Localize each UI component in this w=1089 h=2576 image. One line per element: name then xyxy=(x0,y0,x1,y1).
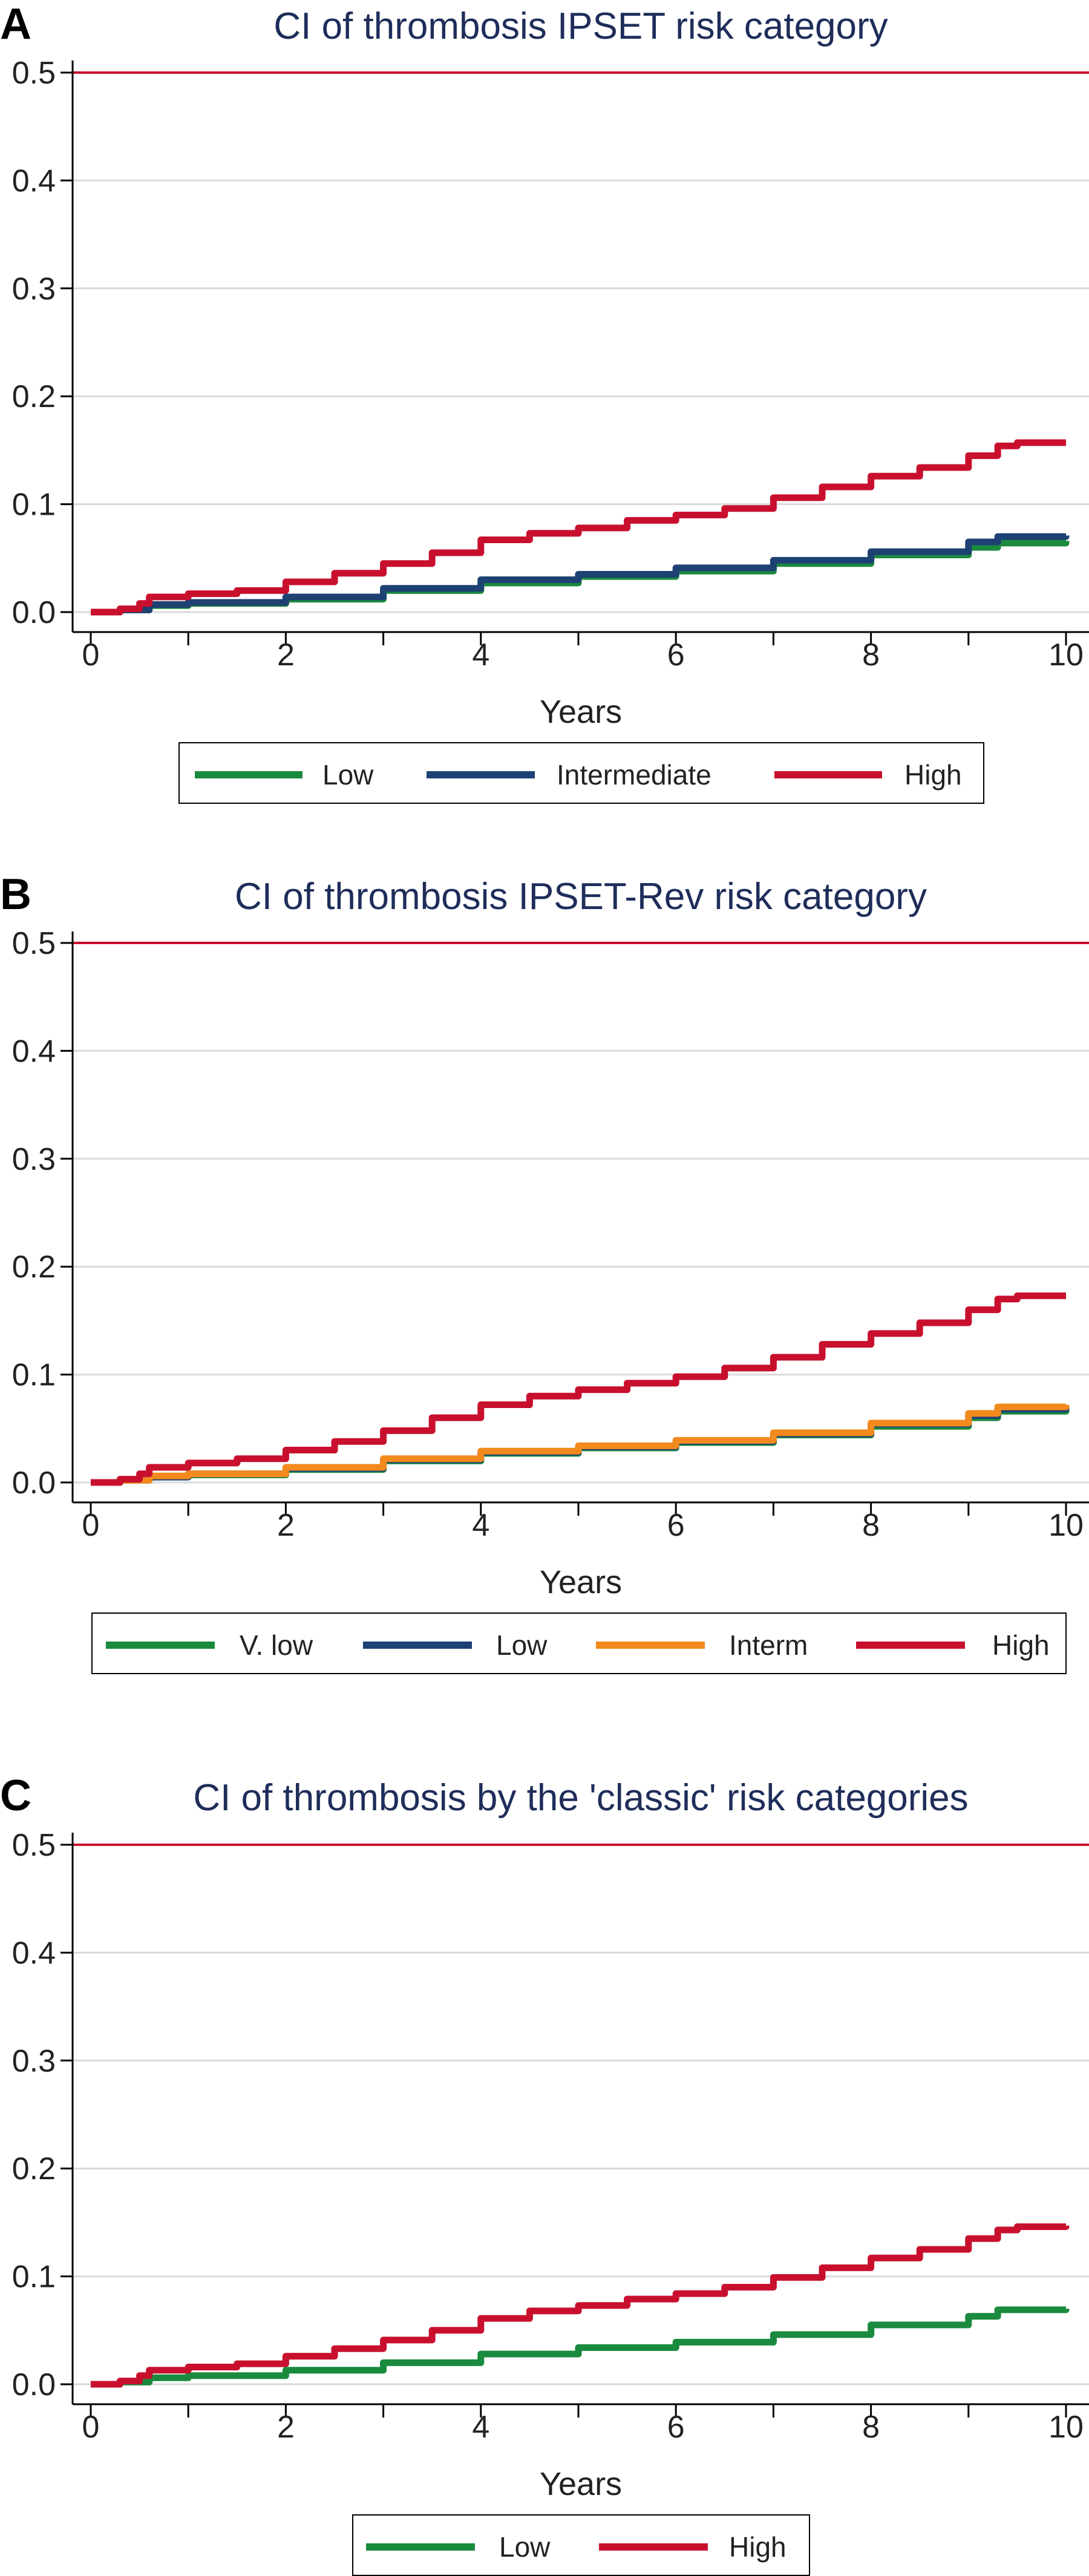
chart-title-a: CI of thrombosis IPSET risk category xyxy=(273,5,888,47)
y-tick-label: 0.3 xyxy=(12,2044,56,2079)
legend-label-b-interm: Interm xyxy=(729,1629,808,1661)
panel-a: A CI of thrombosis IPSET risk category 0… xyxy=(0,0,1089,804)
x-axis-label-b: Years xyxy=(540,1564,622,1600)
gridlines-b xyxy=(73,942,1089,1484)
panel-letter-a: A xyxy=(0,0,31,48)
legend-b: V. low Low Interm High xyxy=(91,1612,1067,1674)
x-tick-label: 2 xyxy=(277,2410,295,2445)
legend-c: Low High xyxy=(352,2514,810,2576)
x-axis-label-a: Years xyxy=(540,694,622,730)
legend-label-a-high: High xyxy=(904,759,962,791)
series-line-high xyxy=(91,1292,1066,1486)
series-lines-b xyxy=(91,1292,1070,1486)
x-tick-label: 0 xyxy=(82,2410,100,2445)
x-ticks-a: 0 2 4 6 8 10 xyxy=(82,632,1084,673)
x-tick-label: 0 xyxy=(82,637,100,673)
x-ticks-b: 0 2 4 6 8 10 xyxy=(82,1502,1084,1543)
y-tick-label: 0.1 xyxy=(12,1358,56,1393)
x-tick-label: 2 xyxy=(277,637,295,673)
legend-label-c-low: Low xyxy=(499,2531,551,2563)
y-tick-label: 0.5 xyxy=(12,1828,56,1863)
series-line-low xyxy=(91,2306,1070,2388)
panel-c: C CI of thrombosis by the 'classic' risk… xyxy=(0,1772,1089,2576)
y-ticks-c: 0.0 0.1 0.2 0.3 0.4 0.5 xyxy=(12,1828,73,2402)
series-lines-c xyxy=(91,2223,1070,2388)
x-tick-label: 8 xyxy=(862,637,880,673)
chart-title-b: CI of thrombosis IPSET-Rev risk category xyxy=(235,876,927,918)
y-tick-label: 0.1 xyxy=(12,487,56,523)
x-tick-label: 4 xyxy=(472,637,489,673)
x-tick-label: 10 xyxy=(1048,2410,1084,2445)
x-axis-label-c: Years xyxy=(540,2466,622,2502)
y-tick-label: 0.0 xyxy=(12,2367,56,2402)
legend-label-b-vlow: V. low xyxy=(240,1629,313,1661)
series-line-high xyxy=(91,439,1066,616)
chart-title-c: CI of thrombosis by the 'classic' risk c… xyxy=(193,1777,968,1819)
y-tick-label: 0.2 xyxy=(12,2151,56,2186)
x-tick-label: 0 xyxy=(82,1508,100,1543)
y-tick-label: 0.5 xyxy=(12,56,56,91)
legend-label-b-high: High xyxy=(992,1629,1050,1661)
y-tick-label: 0.4 xyxy=(12,1935,56,1971)
legend-label-b-low: Low xyxy=(496,1629,548,1661)
y-tick-label: 0.1 xyxy=(12,2260,56,2295)
x-tick-label: 6 xyxy=(667,2410,685,2445)
y-tick-label: 0.3 xyxy=(12,272,56,307)
x-tick-label: 8 xyxy=(862,2410,880,2445)
series-line-high xyxy=(91,2223,1070,2388)
panel-letter-c: C xyxy=(0,1772,31,1820)
legend-a: Low Intermediate High xyxy=(178,742,984,804)
legend-label-c-high: High xyxy=(729,2531,786,2563)
x-tick-label: 2 xyxy=(277,1508,295,1543)
series-line-interm xyxy=(91,1403,1070,1486)
y-tick-label: 0.4 xyxy=(12,163,56,198)
x-ticks-c: 0 2 4 6 8 10 xyxy=(82,2404,1084,2445)
legend-label-a-low: Low xyxy=(322,759,374,791)
panel-letter-b: B xyxy=(0,870,31,919)
y-tick-label: 0.0 xyxy=(12,1466,56,1501)
x-tick-label: 10 xyxy=(1048,637,1084,673)
y-ticks-b: 0.0 0.1 0.2 0.3 0.4 0.5 xyxy=(12,926,73,1501)
y-ticks-a: 0.0 0.1 0.2 0.3 0.4 0.5 xyxy=(12,56,73,630)
y-tick-label: 0.0 xyxy=(12,595,56,630)
x-tick-label: 6 xyxy=(667,637,685,673)
panel-b: B CI of thrombosis IPSET-Rev risk catego… xyxy=(0,870,1089,1674)
series-lines-a xyxy=(91,439,1070,616)
y-tick-label: 0.5 xyxy=(12,926,56,961)
legend-label-a-intermediate: Intermediate xyxy=(557,759,711,791)
x-tick-label: 8 xyxy=(862,1508,880,1543)
y-tick-label: 0.3 xyxy=(12,1142,56,1177)
x-tick-label: 4 xyxy=(472,1508,489,1543)
series-line-intermediate xyxy=(91,533,1070,616)
x-tick-label: 10 xyxy=(1048,1508,1084,1543)
y-tick-label: 0.2 xyxy=(12,379,56,414)
x-tick-label: 6 xyxy=(667,1508,685,1543)
y-tick-label: 0.2 xyxy=(12,1250,56,1285)
y-tick-label: 0.4 xyxy=(12,1034,56,1069)
x-tick-label: 4 xyxy=(472,2410,489,2445)
